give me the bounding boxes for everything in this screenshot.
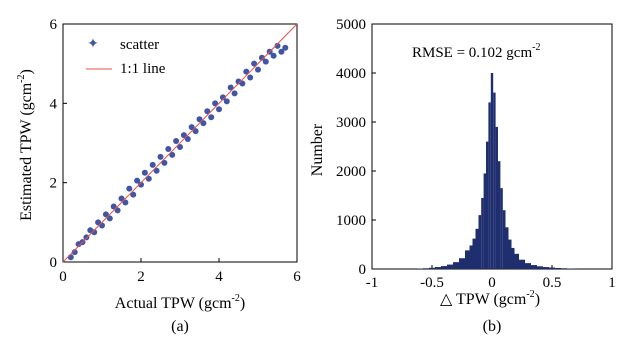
histogram-bar — [496, 127, 498, 269]
scatter-point — [142, 170, 148, 176]
panel-a-x-tick-label: 4 — [215, 269, 223, 285]
histogram-bar — [503, 210, 506, 269]
histogram-bar — [476, 229, 479, 269]
histogram-bar — [509, 240, 512, 269]
histogram-bar — [423, 268, 429, 269]
scatter-point — [232, 90, 238, 96]
panel-a-x-tick-label: 6 — [293, 269, 301, 285]
scatter-point — [68, 254, 74, 260]
panel-a-y-tick-label: 2 — [50, 176, 58, 192]
panel-b-x-tick-label: 1 — [608, 275, 616, 291]
histogram-bar — [441, 266, 447, 269]
scatter-point — [216, 106, 222, 112]
panel-b-y-tick-label: 3000 — [336, 115, 366, 131]
panel-a-y-tick-label: 4 — [50, 96, 58, 112]
panel-b-x-tick-label: 0 — [488, 275, 496, 291]
histogram-bar — [525, 263, 531, 269]
panel-a-label: (a) — [171, 318, 189, 335]
histogram-bar — [519, 260, 525, 269]
histogram-bar — [491, 73, 493, 269]
scatter-point — [126, 186, 132, 192]
panel-b-y-tick-label: 1000 — [336, 213, 366, 229]
histogram-bar — [488, 102, 490, 269]
histogram-bar — [470, 245, 473, 269]
panel-a-x-axis-title: Actual TPW (gcm-2) — [115, 293, 245, 312]
scatter-point — [282, 45, 288, 51]
panel-a-y-ticks: 0 2 4 6 — [50, 17, 68, 271]
panel-a-scatter-points — [68, 43, 288, 260]
legend-scatter-label: scatter — [120, 37, 159, 53]
histogram-bar — [486, 142, 488, 269]
scatter-point — [208, 114, 214, 120]
panel-a-y-axis-title: Estimated TPW (gcm-2) — [16, 69, 35, 221]
histogram-bar — [435, 267, 441, 269]
panel-b-x-tick-label: -0.5 — [420, 275, 444, 291]
scatter-point — [224, 98, 230, 104]
histogram-bar — [453, 262, 459, 269]
scatter-point — [150, 162, 156, 168]
histogram-bar — [479, 215, 482, 269]
histogram-bar — [459, 258, 465, 269]
panel-a-x-tick-label: 0 — [59, 269, 67, 285]
histogram-bar — [537, 266, 543, 269]
panel-a-y-tick-label: 0 — [50, 255, 58, 271]
histogram-bar — [500, 188, 502, 269]
scatter-point — [165, 146, 171, 152]
histogram-bar — [473, 239, 476, 269]
panel-b-x-tick-label: -1 — [366, 275, 379, 291]
legend-one-to-one-label: 1:1 line — [120, 61, 166, 77]
panel-b-y-tick-label: 2000 — [336, 164, 366, 180]
panel-b-y-tick-label: 5000 — [336, 17, 366, 33]
panel-a-y-tick-label: 6 — [50, 17, 58, 33]
scatter-point — [158, 154, 164, 160]
histogram-bar — [515, 254, 520, 269]
histogram-bar — [447, 265, 453, 269]
histogram-bar — [465, 250, 470, 269]
panel-a-x-tick-label: 2 — [137, 269, 145, 285]
scatter-point — [83, 234, 89, 240]
panel-b-rmse-annotation: RMSE = 0.102 gcm-2 — [412, 42, 540, 61]
scatter-point — [271, 53, 277, 59]
panel-a: 0 2 4 6 0 2 4 6 ✦ scatter 1:1 line Actual TPW … — [16, 17, 301, 335]
panel-b-label: (b) — [483, 318, 502, 335]
histogram-bar — [481, 198, 483, 269]
panel-b-histogram-bars — [417, 73, 579, 269]
histogram-bar — [484, 173, 486, 269]
scatter-point — [99, 223, 105, 229]
histogram-bar — [506, 227, 509, 269]
histogram-bar — [561, 268, 567, 269]
histogram-bar — [493, 93, 495, 269]
scatter-point — [255, 67, 261, 73]
panel-a-legend: ✦ scatter 1:1 line — [86, 37, 166, 77]
panel-b-y-tick-label: 4000 — [336, 66, 366, 82]
panel-b-y-axis-title: Number — [309, 123, 326, 176]
panel-b-x-axis-title: △ TPW (gcm-2) — [440, 289, 540, 308]
histogram-bar — [429, 268, 435, 269]
histogram-bar — [498, 161, 500, 269]
histogram-bar — [512, 248, 515, 269]
histogram-bar — [543, 267, 549, 269]
scatter-point — [173, 138, 179, 144]
panel-b-x-tick-label: 0.5 — [543, 275, 562, 291]
histogram-bar — [549, 268, 555, 269]
histogram-bar — [555, 268, 561, 269]
panel-a-one-to-one-line — [63, 24, 297, 262]
scatter-point — [263, 59, 269, 65]
histogram-bar — [531, 265, 537, 269]
scatter-point — [247, 75, 253, 81]
legend-scatter-marker: ✦ — [87, 37, 99, 52]
